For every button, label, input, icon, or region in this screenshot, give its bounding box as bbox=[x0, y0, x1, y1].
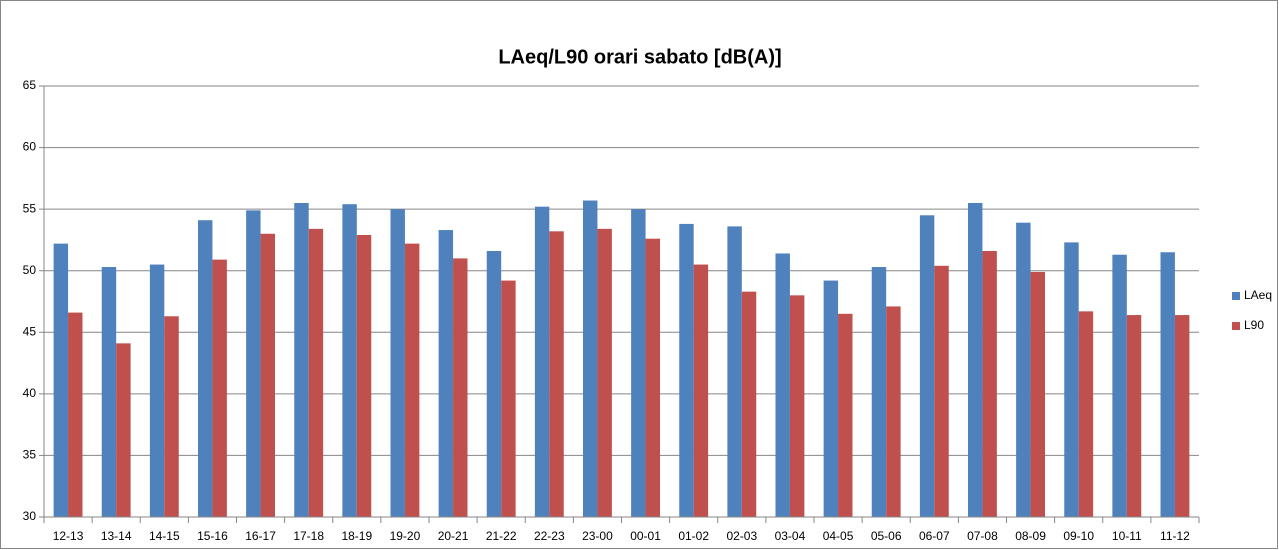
bar bbox=[149, 264, 165, 517]
bar bbox=[212, 259, 227, 517]
bar bbox=[631, 209, 646, 517]
bar bbox=[968, 202, 983, 517]
bar bbox=[101, 267, 117, 517]
y-tick-label: 40 bbox=[23, 386, 37, 400]
x-tick-label: 14-15 bbox=[149, 529, 180, 543]
x-tick-label: 18-19 bbox=[341, 529, 372, 543]
x-tick-label: 05-06 bbox=[871, 529, 902, 543]
bar bbox=[308, 228, 324, 518]
x-tick-label: 23-00 bbox=[582, 529, 613, 543]
x-tick-label: 02-03 bbox=[726, 529, 757, 543]
y-tick-label: 30 bbox=[23, 509, 37, 523]
bar bbox=[342, 204, 357, 517]
bar bbox=[838, 313, 853, 517]
bar bbox=[1174, 315, 1190, 517]
x-tick-label: 15-16 bbox=[197, 529, 228, 543]
x-tick-label: 17-18 bbox=[293, 529, 324, 543]
x-tick-label: 10-11 bbox=[1112, 529, 1142, 543]
bar bbox=[1078, 311, 1094, 517]
y-tick-label: 55 bbox=[23, 201, 37, 215]
x-tick-label: 20-21 bbox=[438, 529, 469, 543]
bar bbox=[68, 312, 83, 517]
x-tick-label: 00-01 bbox=[630, 529, 661, 543]
x-tick-label: 09-10 bbox=[1063, 529, 1094, 543]
bar bbox=[501, 280, 516, 517]
bar bbox=[871, 267, 887, 517]
bar bbox=[1030, 271, 1045, 517]
bar bbox=[982, 251, 997, 518]
x-tick-label: 03-04 bbox=[775, 529, 806, 543]
bar bbox=[1160, 252, 1175, 517]
bar bbox=[453, 258, 468, 517]
legend-swatch bbox=[1232, 292, 1240, 300]
bar bbox=[198, 220, 213, 517]
legend-swatch bbox=[1232, 322, 1240, 330]
x-tick-label: 12-13 bbox=[53, 529, 84, 543]
x-tick-label: 19-20 bbox=[390, 529, 421, 543]
bar bbox=[260, 233, 275, 517]
bar bbox=[356, 235, 372, 517]
bar bbox=[886, 306, 901, 517]
y-tick-label: 65 bbox=[23, 78, 37, 92]
bar bbox=[1126, 315, 1142, 517]
bar bbox=[693, 264, 709, 517]
bar bbox=[534, 206, 550, 517]
x-tick-label: 13-14 bbox=[101, 529, 132, 543]
bar bbox=[246, 210, 261, 518]
bar bbox=[294, 202, 309, 517]
bar bbox=[438, 230, 454, 517]
y-tick-label: 45 bbox=[23, 324, 37, 338]
bar bbox=[404, 243, 420, 517]
bar bbox=[919, 215, 935, 518]
x-tick-label: 04-05 bbox=[823, 529, 854, 543]
x-tick-label: 06-07 bbox=[919, 529, 950, 543]
bar bbox=[486, 251, 502, 518]
x-tick-label: 16-17 bbox=[245, 529, 276, 543]
legend-label: L90 bbox=[1244, 318, 1264, 332]
bar bbox=[1016, 222, 1031, 517]
bar bbox=[789, 295, 805, 517]
x-tick-label: 01-02 bbox=[678, 529, 709, 543]
bar bbox=[53, 243, 69, 517]
bar bbox=[583, 200, 598, 517]
bar bbox=[741, 291, 757, 517]
bar bbox=[116, 343, 131, 517]
bar bbox=[645, 238, 660, 517]
bar bbox=[1064, 242, 1079, 518]
bar bbox=[775, 253, 790, 517]
bar bbox=[823, 280, 839, 517]
x-tick-label: 07-08 bbox=[967, 529, 998, 543]
x-tick-label: 22-23 bbox=[534, 529, 565, 543]
bar bbox=[164, 316, 179, 517]
x-tick-label: 11-12 bbox=[1160, 529, 1190, 543]
x-tick-label: 08-09 bbox=[1015, 529, 1046, 543]
y-tick-label: 60 bbox=[23, 140, 37, 154]
y-tick-label: 50 bbox=[23, 263, 37, 277]
legend-label: LAeq bbox=[1244, 288, 1272, 302]
bar bbox=[1112, 254, 1127, 517]
chart-title: LAeq/L90 orari sabato [dB(A)] bbox=[498, 46, 781, 68]
bar bbox=[727, 226, 742, 517]
bar bbox=[934, 265, 949, 517]
bar bbox=[390, 209, 405, 517]
bar bbox=[549, 231, 564, 517]
x-tick-label: 21-22 bbox=[486, 529, 517, 543]
y-tick-label: 35 bbox=[23, 448, 37, 462]
bar bbox=[597, 228, 612, 518]
bar bbox=[679, 223, 694, 518]
